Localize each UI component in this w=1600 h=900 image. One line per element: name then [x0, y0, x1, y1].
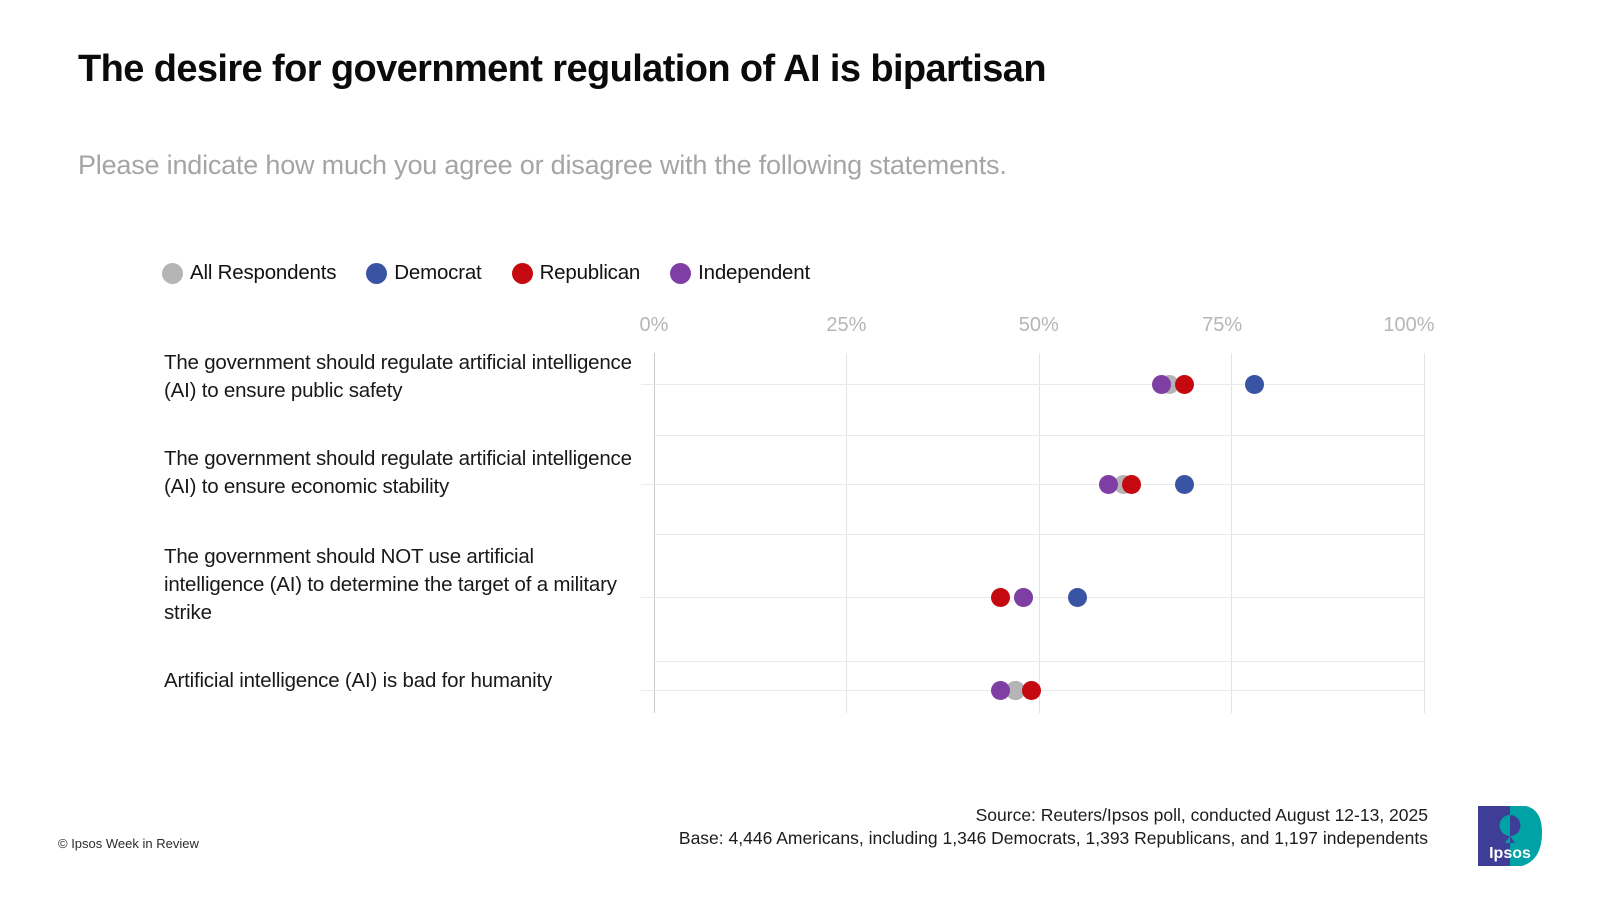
category-label-economic-stability: The government should regulate artificia… [164, 447, 632, 498]
category-label-bad-for-humanity: Artificial intelligence (AI) is bad for … [164, 669, 553, 692]
legend-item-republican: Republican [511, 261, 641, 285]
gridline-vertical-25 [846, 353, 848, 713]
legend-label: Democrat [394, 261, 482, 284]
gridline-vertical-0 [654, 353, 655, 713]
dot-all-respondents-row3 [1006, 680, 1026, 700]
category-label-public-safety: The government should regulate artificia… [164, 351, 632, 402]
svg-text:Ipsos: Ipsos [1489, 845, 1531, 862]
dot-democrat-row2 [1067, 587, 1087, 607]
dot-independent-row2 [1013, 587, 1033, 607]
legend-label: Republican [539, 261, 641, 284]
chart-legend: All Respondents Democrat Republican Inde… [162, 261, 810, 285]
legend-dot-democrat-icon [366, 262, 388, 284]
x-tick-75: 75% [1202, 314, 1243, 336]
x-tick-50: 50% [1018, 314, 1059, 336]
gridline-row-1 [641, 484, 1424, 485]
dot-independent-row0 [1152, 374, 1172, 394]
copyright-note: © Ipsos Week in Review [58, 836, 199, 851]
dot-republican-row3 [1021, 680, 1041, 700]
gridline-separator-0 [654, 435, 1424, 436]
dot-independent-row1 [1098, 474, 1118, 494]
question-subtitle: Please indicate how much you agree or di… [78, 150, 1007, 180]
x-tick-0: 0% [639, 314, 669, 336]
page-title: The desire for government regulation of … [78, 48, 1047, 90]
dot-democrat-row1 [1175, 474, 1195, 494]
legend-item-democrat: Democrat [366, 261, 482, 285]
legend-label: All Respondents [190, 261, 337, 284]
legend-dot-independent-icon [670, 262, 692, 284]
ipsos-logo-icon: Ipsos [1478, 806, 1542, 866]
gridline-separator-2 [654, 661, 1424, 662]
legend-dot-all-respondents-icon [162, 262, 183, 284]
gridline-row-0 [641, 384, 1424, 385]
legend-label: Independent [698, 261, 810, 284]
dot-independent-row3 [990, 680, 1010, 700]
legend-dot-republican-icon [511, 262, 533, 284]
dot-democrat-row0 [1244, 374, 1264, 394]
legend-item-all-respondents: All Respondents [162, 261, 336, 285]
gridline-separator-1 [654, 534, 1424, 535]
dot-republican-row0 [1175, 374, 1195, 394]
gridline-vertical-100 [1423, 353, 1425, 713]
gridline-vertical-75 [1231, 353, 1233, 713]
gridline-vertical-50 [1038, 353, 1040, 713]
dot-republican-row2 [990, 587, 1010, 607]
category-label-military-strike: The government should NOT use artificial… [164, 545, 617, 624]
base-line: Base: 4,446 Americans, including 1,346 D… [678, 827, 1428, 848]
ipsos-logo: Ipsos [1478, 806, 1542, 866]
dot-republican-row1 [1121, 474, 1141, 494]
x-tick-25: 25% [826, 314, 867, 336]
x-tick-100: 100% [1383, 314, 1435, 336]
source-note: Source: Reuters/Ipsos poll, conducted Au… [679, 804, 1428, 849]
source-line: Source: Reuters/Ipsos poll, conducted Au… [975, 805, 1428, 825]
legend-item-independent: Independent [670, 261, 810, 285]
